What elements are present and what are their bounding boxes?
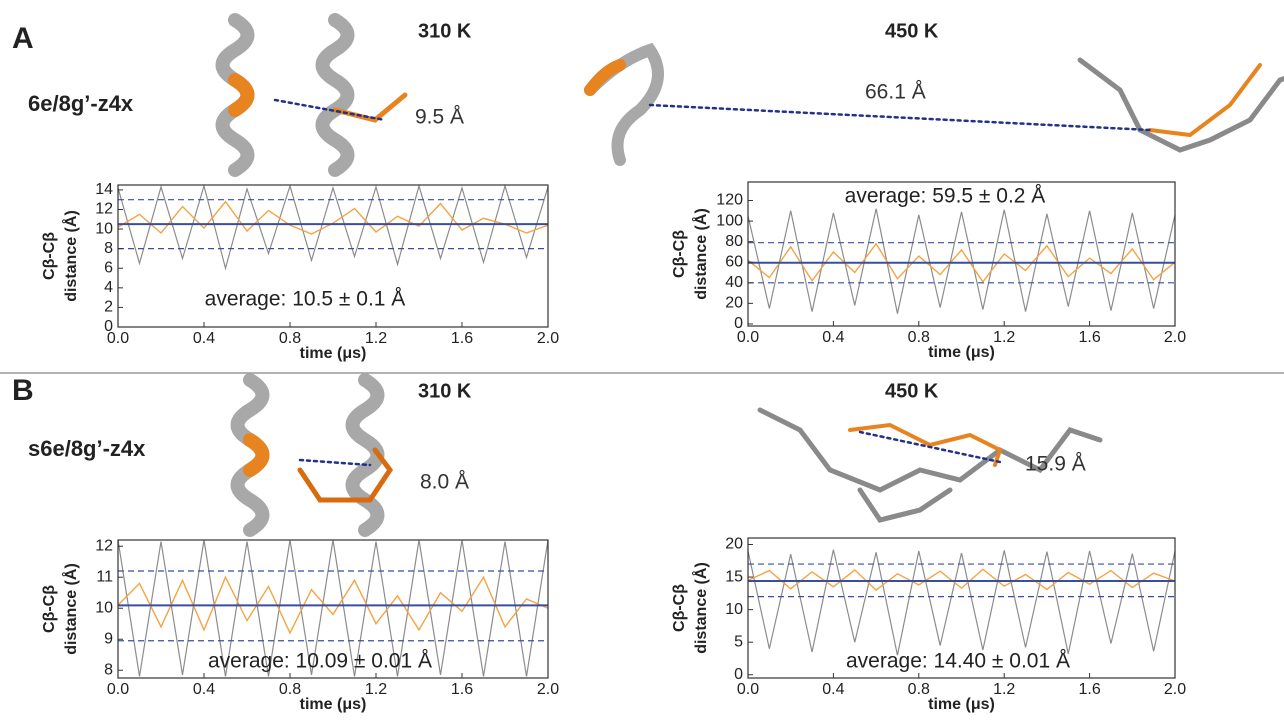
x-tick-label: 1.2 [365,330,387,347]
temperature: 310 K [418,380,472,402]
y-axis-title: distance (Å) [691,562,710,654]
distance-label: 66.1 Å [865,81,926,104]
panel-label: B [12,374,34,407]
average-annotation: average: 59.5 ± 0.2 Å [845,185,1046,208]
y-axis-title: Cβ-Cβ [671,230,688,278]
x-tick-label: 1.2 [993,329,1015,346]
x-tick-label: 0.8 [908,329,930,346]
x-tick-label: 0.0 [737,329,759,346]
trace [748,569,1175,590]
average-annotation: average: 14.40 ± 0.01 Å [846,650,1070,673]
compound-name: 6e/8g’-z4x [28,91,134,116]
temperature: 310 K [418,20,472,42]
x-tick-label: 0.4 [193,330,215,347]
y-tick-label: 12 [95,537,113,554]
y-axis-title: distance (Å) [691,208,710,300]
y-tick-label: 14 [95,181,113,198]
x-tick-label: 0.8 [279,330,301,347]
x-tick-label: 0.0 [737,681,759,698]
x-tick-label: 0.4 [822,329,844,346]
x-tick-label: 2.0 [1164,329,1186,346]
x-tick-label: 0.8 [279,681,301,698]
y-tick-label: 5 [734,633,743,650]
y-tick-label: 2 [104,299,113,316]
temperature: 450 K [885,20,939,42]
y-tick-label: 60 [725,253,743,270]
x-tick-label: 0.4 [822,681,844,698]
y-tick-label: 10 [95,599,113,616]
x-axis-title: time (μs) [928,344,995,361]
temperature: 450 K [885,380,939,402]
x-tick-label: 2.0 [537,681,559,698]
x-tick-label: 1.2 [993,681,1015,698]
x-tick-label: 1.6 [451,681,473,698]
y-tick-label: 11 [96,568,113,585]
y-axis-title: distance (Å) [61,210,80,302]
y-tick-label: 15 [725,568,743,585]
y-tick-label: 120 [716,192,743,209]
y-axis-title: Cβ-Cβ [41,585,58,633]
distance-label: 9.5 Å [415,106,464,129]
x-tick-label: 1.6 [1078,329,1100,346]
y-tick-label: 10 [95,220,113,237]
x-tick-label: 0.8 [908,681,930,698]
trace [118,186,548,268]
y-tick-label: 12 [95,201,113,218]
y-tick-label: 100 [716,212,743,229]
x-tick-label: 2.0 [1164,681,1186,698]
trace [118,202,548,234]
molecule-a-310 [223,20,406,170]
y-axis-title: Cβ-Cβ [41,232,58,280]
x-axis-title: time (μs) [300,345,367,362]
figure: A 6e/8g’-z4x 310 K 450 K 9.5 Å 66.1 Å B … [0,0,1284,724]
x-tick-label: 2.0 [537,330,559,347]
x-tick-label: 1.6 [1078,681,1100,698]
trace [748,209,1175,314]
average-annotation: average: 10.5 ± 0.1 Å [205,288,406,311]
y-tick-label: 10 [725,601,743,618]
y-axis-title: Cβ-Cβ [671,584,688,632]
average-annotation: average: 10.09 ± 0.01 Å [208,650,432,673]
y-axis-title: distance (Å) [61,563,80,655]
x-axis-title: time (μs) [300,696,367,713]
trace [748,550,1175,655]
distance-label: 15.9 Å [1025,453,1086,476]
y-tick-label: 80 [725,233,743,250]
y-tick-label: 20 [725,536,743,553]
x-tick-label: 0.4 [193,681,215,698]
y-tick-label: 4 [104,279,113,296]
x-tick-label: 1.2 [365,681,387,698]
distance-label: 8.0 Å [420,471,469,494]
y-tick-label: 40 [725,274,743,291]
y-tick-label: 8 [104,661,113,678]
panel-label: A [12,22,34,55]
molecule-b-310 [238,380,391,530]
molecule-a-450 [590,50,1284,160]
y-tick-label: 20 [725,295,743,312]
y-tick-label: 6 [104,259,113,276]
x-tick-label: 0.0 [107,330,129,347]
y-tick-label: 8 [104,240,113,257]
y-tick-label: 9 [104,630,113,647]
x-axis-title: time (μs) [928,696,995,713]
x-tick-label: 0.0 [107,681,129,698]
compound-name: s6e/8g’-z4x [28,436,146,461]
x-tick-label: 1.6 [451,330,473,347]
